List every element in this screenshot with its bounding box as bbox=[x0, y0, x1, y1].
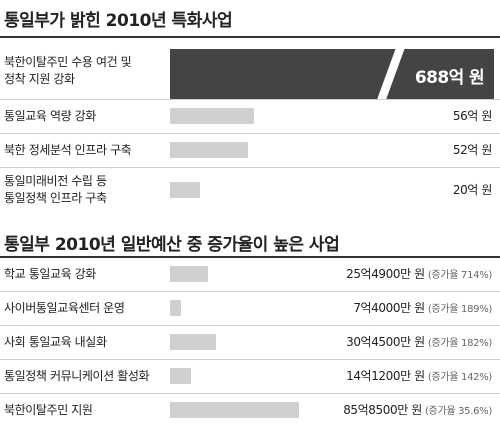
divider bbox=[0, 256, 500, 258]
row-divider bbox=[0, 99, 500, 100]
value-label: 85억8500만 원 (증가율 35.6%) bbox=[343, 402, 492, 420]
row-divider bbox=[0, 291, 500, 292]
category-label: 학교 통일교육 강화 bbox=[4, 266, 96, 281]
value-label: 14억1200만 원 (증가율 142%) bbox=[346, 368, 492, 386]
row-divider bbox=[0, 393, 500, 394]
bar bbox=[170, 368, 191, 384]
value-label: 7억4000만 원 (증가율 189%) bbox=[353, 300, 492, 318]
row-divider bbox=[0, 359, 500, 360]
category-label: 통일교육 역량 강화 bbox=[4, 108, 96, 125]
growth-rate-label: (증가율 189%) bbox=[427, 303, 492, 315]
value-label: 56억 원 bbox=[452, 108, 493, 123]
category-label: 북한이탈주민 지원 bbox=[4, 402, 93, 417]
bar bbox=[170, 142, 248, 158]
category-label: 사이버통일교육센터 운영 bbox=[4, 300, 125, 315]
value-label: 688억 원 bbox=[414, 68, 485, 88]
amount-label: 30억4500만 원 bbox=[346, 334, 425, 349]
category-label-line: 북한 정세분석 인프라 구축 bbox=[4, 142, 132, 157]
category-label-line: 북한이탈주민 수용 여건 및 bbox=[4, 55, 132, 69]
growth-rate-label: (증가율 714%) bbox=[427, 269, 492, 281]
category-label-line: 통일교육 역량 강화 bbox=[4, 108, 96, 123]
bar bbox=[170, 182, 200, 198]
amount-label: 7억4000만 원 bbox=[353, 300, 425, 315]
category-label-line: 통일미래비전 수립 등 bbox=[4, 174, 107, 188]
category-label-line: 통일정책 인프라 구축 bbox=[4, 191, 107, 205]
row-divider bbox=[0, 133, 500, 134]
axis-break-mark bbox=[374, 49, 407, 99]
row-divider bbox=[0, 167, 500, 168]
bar-highlight: 688억 원 bbox=[170, 49, 494, 99]
bar bbox=[170, 266, 208, 282]
bar bbox=[170, 402, 299, 418]
value-label: 25억4900만 원 (증가율 714%) bbox=[346, 266, 492, 284]
growth-rate-label: (증가율 35.6%) bbox=[424, 405, 492, 417]
amount-label: 14억1200만 원 bbox=[346, 368, 425, 383]
category-label-line: 정착 지원 강화 bbox=[4, 72, 75, 86]
category-label: 북한 정세분석 인프라 구축 bbox=[4, 142, 132, 159]
amount-label: 25억4900만 원 bbox=[346, 266, 425, 281]
row-divider bbox=[0, 325, 500, 326]
category-label: 사회 통일교육 내실화 bbox=[4, 334, 107, 349]
value-label: 20억 원 bbox=[452, 182, 493, 197]
value-label: 52억 원 bbox=[452, 142, 493, 157]
chart-2-title: 통일부 2010년 일반예산 중 증가율이 높은 사업 bbox=[4, 235, 340, 255]
divider bbox=[0, 36, 500, 38]
bar bbox=[170, 300, 181, 316]
growth-rate-label: (증가율 182%) bbox=[427, 337, 492, 349]
category-label: 통일정책 커뮤니케이션 활성화 bbox=[4, 368, 150, 383]
bar bbox=[170, 108, 254, 124]
value-label: 30억4500만 원 (증가율 182%) bbox=[346, 334, 492, 352]
growth-rate-label: (증가율 142%) bbox=[427, 371, 492, 383]
chart-1-title: 통일부가 밝힌 2010년 특화사업 bbox=[4, 11, 233, 31]
bar bbox=[170, 334, 216, 350]
amount-label: 85억8500만 원 bbox=[343, 402, 422, 417]
